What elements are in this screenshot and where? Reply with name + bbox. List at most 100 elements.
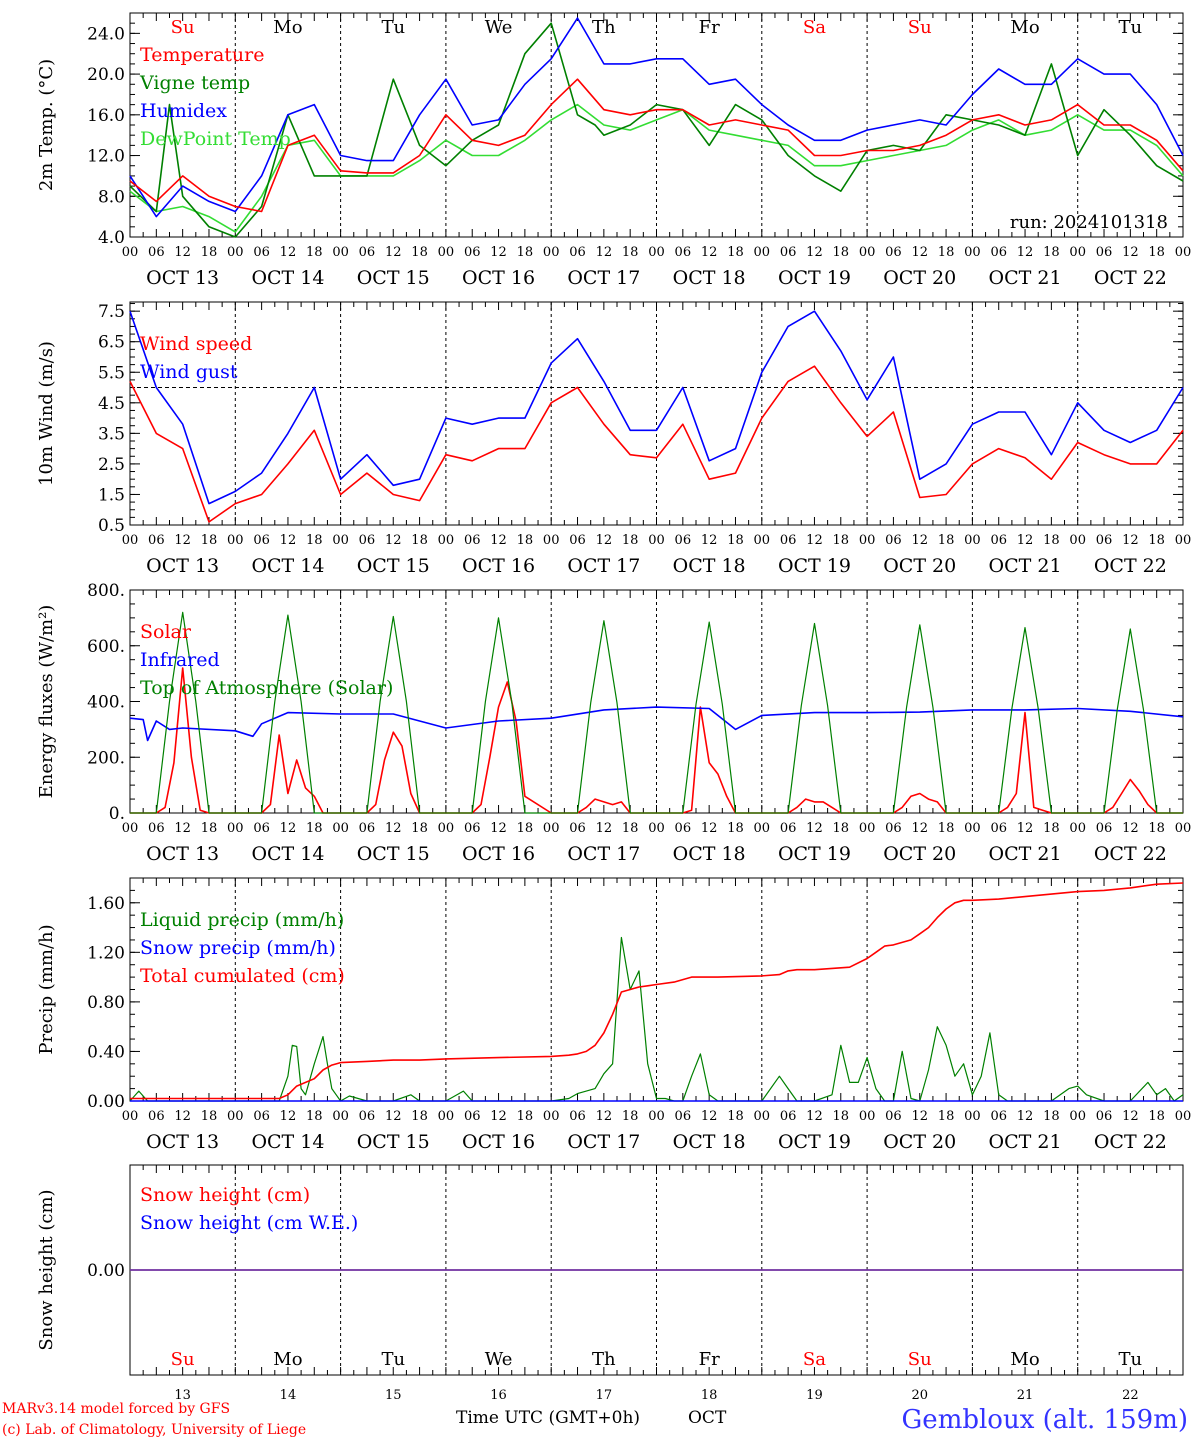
hour-tick-label: 18 bbox=[411, 821, 428, 836]
series-line bbox=[129, 310, 1184, 505]
date-label: OCT 18 bbox=[673, 267, 746, 289]
hour-tick-label: 00 bbox=[648, 533, 665, 548]
hour-tick-label: 12 bbox=[174, 533, 191, 548]
hour-tick-label: 12 bbox=[806, 821, 823, 836]
date-label: OCT 21 bbox=[989, 267, 1062, 289]
hour-tick-label: 06 bbox=[464, 821, 481, 836]
y-tick-label: 24.0 bbox=[87, 24, 125, 44]
hour-tick-label: 12 bbox=[1122, 821, 1139, 836]
hour-tick-label: 00 bbox=[964, 245, 981, 260]
panel-temp: 4.0 8.0 12.0 16.0 20.0 24.0 2m Temp. (°C) Tempe… bbox=[36, 12, 1192, 289]
series-line bbox=[130, 882, 1184, 1100]
date-label: OCT 19 bbox=[778, 555, 851, 577]
xaxis-title: Time UTC (GMT+0h) bbox=[456, 1408, 640, 1428]
hour-tick-label: 18 bbox=[201, 245, 218, 260]
day-number-label: 22 bbox=[1122, 1388, 1139, 1403]
hour-tick-label: 06 bbox=[885, 821, 902, 836]
hour-tick-label: 12 bbox=[701, 821, 718, 836]
legend-entry: Liquid precip (mm/h) bbox=[140, 909, 344, 931]
hour-tick-label: 12 bbox=[280, 1109, 297, 1124]
hour-tick-label: 06 bbox=[464, 1109, 481, 1124]
hour-tick-label: 12 bbox=[701, 533, 718, 548]
weekday-label: Sa bbox=[803, 1349, 826, 1370]
date-label: OCT 17 bbox=[567, 555, 640, 577]
hour-tick-label: 12 bbox=[280, 821, 297, 836]
hour-tick-label: 12 bbox=[596, 533, 613, 548]
hour-tick-label: 12 bbox=[385, 1109, 402, 1124]
weekday-label: Th bbox=[592, 17, 616, 38]
hour-tick-label: 06 bbox=[253, 821, 270, 836]
hour-tick-label: 12 bbox=[911, 533, 928, 548]
weekday-label: Mo bbox=[1010, 1349, 1039, 1370]
y-axis-label: Energy fluxes (W/m²) bbox=[36, 605, 57, 799]
hour-tick-label: 00 bbox=[964, 1109, 981, 1124]
hour-tick-label: 06 bbox=[990, 821, 1007, 836]
hour-tick-label: 18 bbox=[938, 533, 955, 548]
legend-entry: Vigne temp bbox=[139, 72, 250, 94]
y-axis-label: Snow height (cm) bbox=[36, 1189, 57, 1350]
hour-tick-label: 00 bbox=[1175, 245, 1192, 260]
y-tick-label: 0.00 bbox=[87, 1092, 125, 1112]
hour-tick-label: 06 bbox=[464, 245, 481, 260]
hour-tick-label: 06 bbox=[253, 533, 270, 548]
panel-precip: 0.00 0.40 0.80 1.20 1.60 Precip (mm/h) Liquid … bbox=[36, 877, 1191, 1153]
date-label: OCT 22 bbox=[1094, 1131, 1167, 1153]
hour-tick-label: 06 bbox=[359, 245, 376, 260]
hour-tick-label: 00 bbox=[754, 1109, 771, 1124]
weekday-label: Th bbox=[592, 1349, 616, 1370]
hour-tick-label: 00 bbox=[964, 533, 981, 548]
y-tick-label: 16.0 bbox=[87, 106, 125, 126]
hour-tick-label: 12 bbox=[174, 1109, 191, 1124]
date-label: OCT 19 bbox=[778, 1131, 851, 1153]
y-axis-label: 10m Wind (m/s) bbox=[36, 341, 57, 486]
legend-entry: Wind speed bbox=[140, 333, 252, 355]
hour-tick-label: 00 bbox=[1175, 533, 1192, 548]
panel-frame bbox=[129, 589, 1184, 814]
hour-tick-label: 12 bbox=[385, 245, 402, 260]
hour-tick-label: 00 bbox=[648, 821, 665, 836]
y-tick-label: 0.40 bbox=[87, 1042, 125, 1062]
hour-tick-label: 00 bbox=[859, 821, 876, 836]
day-number-label: 21 bbox=[1017, 1388, 1034, 1403]
hour-tick-label: 18 bbox=[1043, 245, 1060, 260]
hour-tick-label: 06 bbox=[675, 245, 692, 260]
hour-tick-label: 06 bbox=[675, 533, 692, 548]
hour-tick-label: 06 bbox=[1096, 533, 1113, 548]
hour-tick-label: 18 bbox=[833, 533, 850, 548]
legend-entry: Infrared bbox=[140, 649, 220, 671]
hour-tick-label: 00 bbox=[543, 245, 560, 260]
weekday-label: We bbox=[485, 1349, 513, 1370]
weekday-label: Tu bbox=[381, 17, 405, 38]
hour-tick-label: 12 bbox=[1122, 533, 1139, 548]
hour-tick-label: 12 bbox=[911, 821, 928, 836]
hour-tick-label: 12 bbox=[806, 533, 823, 548]
hour-tick-label: 18 bbox=[622, 1109, 639, 1124]
hour-tick-label: 00 bbox=[332, 245, 349, 260]
hour-tick-label: 06 bbox=[253, 245, 270, 260]
weekday-label: Mo bbox=[273, 17, 302, 38]
hour-tick-label: 06 bbox=[990, 1109, 1007, 1124]
date-label: OCT 15 bbox=[357, 267, 430, 289]
hour-tick-label: 00 bbox=[964, 821, 981, 836]
hour-tick-label: 06 bbox=[253, 1109, 270, 1124]
hour-tick-label: 00 bbox=[227, 821, 244, 836]
hour-tick-label: 18 bbox=[1043, 533, 1060, 548]
date-label: OCT 13 bbox=[146, 843, 219, 865]
hour-tick-label: 12 bbox=[280, 533, 297, 548]
series-line bbox=[129, 936, 1184, 1102]
hour-tick-label: 12 bbox=[385, 533, 402, 548]
hour-tick-label: 00 bbox=[122, 1109, 139, 1124]
weekday-label: Mo bbox=[1010, 17, 1039, 38]
y-tick-label: 600. bbox=[87, 637, 125, 657]
hour-tick-label: 00 bbox=[543, 533, 560, 548]
hour-tick-label: 18 bbox=[833, 245, 850, 260]
hour-tick-label: 00 bbox=[859, 533, 876, 548]
y-tick-label: 0.00 bbox=[87, 1261, 125, 1281]
hour-tick-label: 18 bbox=[938, 1109, 955, 1124]
hour-tick-label: 00 bbox=[332, 821, 349, 836]
y-tick-label: 0. bbox=[109, 804, 125, 824]
hour-tick-label: 12 bbox=[1122, 245, 1139, 260]
hour-tick-label: 00 bbox=[1069, 1109, 1086, 1124]
hour-tick-label: 18 bbox=[306, 533, 323, 548]
date-label: OCT 13 bbox=[146, 555, 219, 577]
